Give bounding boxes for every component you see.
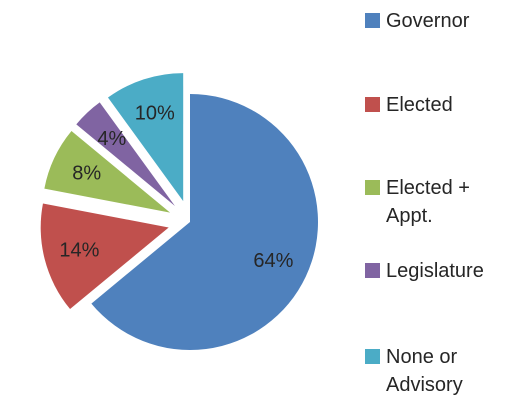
- slice-label-elected: 14%: [59, 239, 99, 261]
- legend-swatch-legislature: [365, 263, 380, 278]
- legend-label-none-or-advisory: None or: [386, 346, 457, 368]
- pie-slice-elected: [40, 203, 169, 310]
- legend: Governor Elected Elected + Appt. Legislature…: [365, 10, 484, 396]
- pie-slice-elected-appt: [44, 131, 171, 213]
- slice-label-none-or-advisory: 10%: [135, 102, 175, 124]
- slice-label-elected-appt: 8%: [72, 162, 101, 184]
- legend-label-elected: Elected: [386, 94, 453, 116]
- pie-slice-none-or-advisory: [107, 73, 184, 202]
- legend-swatch-elected: [365, 97, 380, 112]
- slice-label-legislature: 4%: [97, 128, 126, 150]
- legend-swatch-none-or-advisory: [365, 349, 380, 364]
- legend-item-legislature: Legislature: [365, 260, 484, 282]
- legend-item-elected-appt: Elected + Appt.: [365, 177, 470, 227]
- pie-slice-labels: 64% 14% 8% 4% 10%: [59, 102, 293, 272]
- legend-swatch-elected-appt: [365, 180, 380, 195]
- legend-item-none-or-advisory: None or Advisory: [365, 346, 463, 396]
- legend-item-governor: Governor: [365, 10, 470, 32]
- slice-label-governor: 64%: [253, 250, 293, 272]
- pie-slices: [40, 73, 319, 350]
- legend-label-elected-appt-line-2: Appt.: [386, 205, 433, 227]
- legend-swatch-governor: [365, 13, 380, 28]
- legend-label-legislature: Legislature: [386, 260, 484, 282]
- pie-slice-legislature: [76, 102, 175, 206]
- legend-label-none-or-advisory-line-2: Advisory: [386, 374, 463, 396]
- pie-slice-governor: [91, 94, 319, 350]
- legend-item-elected: Elected: [365, 94, 453, 116]
- legend-label-elected-appt: Elected +: [386, 177, 470, 199]
- legend-label-governor: Governor: [386, 10, 470, 32]
